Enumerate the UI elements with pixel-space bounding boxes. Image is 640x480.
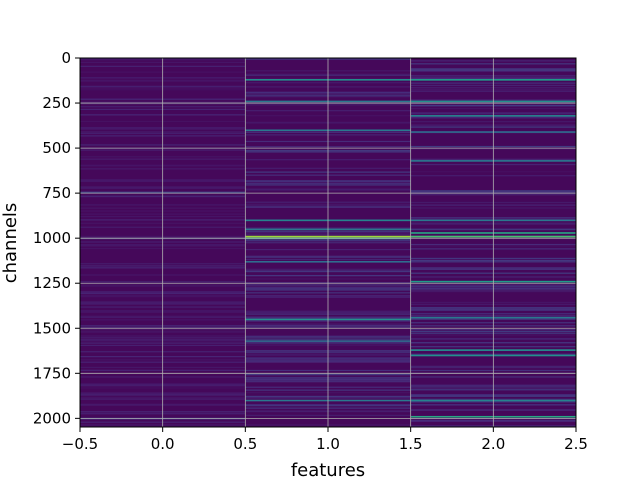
x-tick-label: −0.5 [62, 435, 98, 453]
x-tick-label: 2.0 [481, 435, 505, 453]
y-tick-label: 250 [42, 94, 71, 112]
y-axis-title: channels [0, 203, 21, 284]
y-tick-label: 1250 [33, 274, 71, 292]
y-tick-label: 750 [42, 184, 71, 202]
grid [80, 58, 576, 427]
x-tick-label: 1.5 [399, 435, 423, 453]
x-tick-label: 2.5 [564, 435, 588, 453]
x-tick-label: 0.0 [151, 435, 175, 453]
x-axis-title: features [291, 460, 365, 480]
x-tick-label: 1.0 [316, 435, 340, 453]
y-tick-label: 2000 [33, 409, 71, 427]
y-tick-label: 0 [61, 49, 71, 67]
y-tick-label: 1000 [33, 229, 71, 247]
y-tick-label: 1750 [33, 364, 71, 382]
x-tick-label: 0.5 [233, 435, 257, 453]
y-tick-label: 500 [42, 139, 71, 157]
y-tick-label: 1500 [33, 319, 71, 337]
y-axis: 0 250 500 750 1000 1250 1500 1750 2000 [33, 49, 80, 427]
x-axis: −0.5 0.0 0.5 1.0 1.5 2.0 2.5 [62, 427, 588, 453]
